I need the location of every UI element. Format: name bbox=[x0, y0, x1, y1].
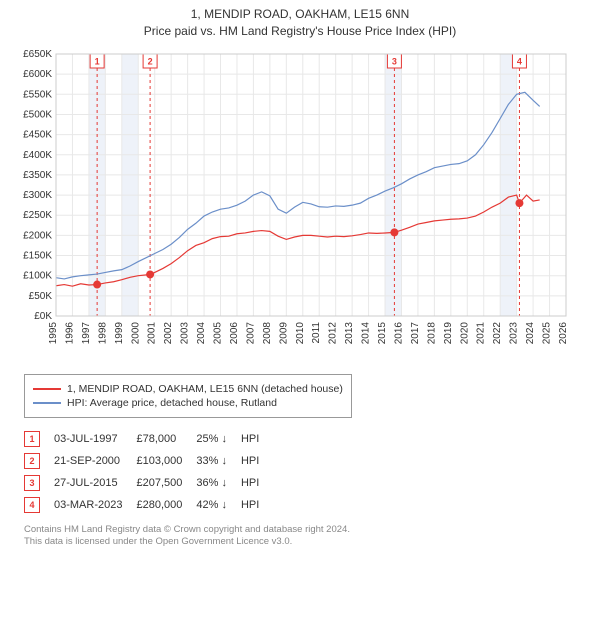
legend-item: HPI: Average price, detached house, Rutl… bbox=[33, 397, 343, 409]
txn-num-box: 2 bbox=[24, 453, 40, 469]
txn-date: 21-SEP-2000 bbox=[54, 450, 136, 472]
txn-vs: HPI bbox=[241, 450, 273, 472]
txn-price: £280,000 bbox=[136, 494, 196, 516]
svg-text:2001: 2001 bbox=[147, 321, 158, 344]
txn-price: £78,000 bbox=[136, 428, 196, 450]
svg-text:1999: 1999 bbox=[114, 321, 125, 344]
svg-text:£450K: £450K bbox=[23, 129, 52, 140]
svg-text:1995: 1995 bbox=[48, 321, 59, 344]
svg-text:1997: 1997 bbox=[81, 321, 92, 344]
svg-text:£600K: £600K bbox=[23, 69, 52, 80]
svg-text:2002: 2002 bbox=[163, 321, 174, 344]
svg-text:£400K: £400K bbox=[23, 149, 52, 160]
svg-text:1996: 1996 bbox=[64, 321, 75, 344]
svg-text:2012: 2012 bbox=[328, 321, 339, 344]
txn-price: £207,500 bbox=[136, 472, 196, 494]
txn-num-box: 1 bbox=[24, 431, 40, 447]
svg-text:1: 1 bbox=[95, 56, 100, 66]
txn-vs: HPI bbox=[241, 494, 273, 516]
svg-text:3: 3 bbox=[392, 56, 397, 66]
title-line1: 1, MENDIP ROAD, OAKHAM, LE15 6NN bbox=[10, 6, 590, 23]
table-row: 4 03-MAR-2023£280,00042% ↓HPI bbox=[24, 494, 273, 516]
txn-vs: HPI bbox=[241, 472, 273, 494]
svg-text:£500K: £500K bbox=[23, 109, 52, 120]
svg-text:2008: 2008 bbox=[262, 321, 273, 344]
svg-text:£300K: £300K bbox=[23, 190, 52, 201]
footer-line2: This data is licensed under the Open Gov… bbox=[24, 536, 590, 549]
table-row: 2 21-SEP-2000£103,00033% ↓HPI bbox=[24, 450, 273, 472]
svg-text:£100K: £100K bbox=[23, 270, 52, 281]
svg-text:2014: 2014 bbox=[361, 321, 372, 344]
svg-text:2009: 2009 bbox=[278, 321, 289, 344]
svg-text:4: 4 bbox=[517, 56, 522, 66]
txn-date: 03-MAR-2023 bbox=[54, 494, 136, 516]
svg-text:£250K: £250K bbox=[23, 210, 52, 221]
txn-pct: 25% ↓ bbox=[196, 428, 241, 450]
svg-text:2018: 2018 bbox=[426, 321, 437, 344]
svg-text:£150K: £150K bbox=[23, 250, 52, 261]
txn-date: 03-JUL-1997 bbox=[54, 428, 136, 450]
svg-text:2021: 2021 bbox=[476, 321, 487, 344]
legend-item: 1, MENDIP ROAD, OAKHAM, LE15 6NN (detach… bbox=[33, 383, 343, 395]
chart-titles: 1, MENDIP ROAD, OAKHAM, LE15 6NN Price p… bbox=[10, 6, 590, 40]
svg-text:2005: 2005 bbox=[213, 321, 224, 344]
svg-text:2010: 2010 bbox=[295, 321, 306, 344]
svg-text:2004: 2004 bbox=[196, 321, 207, 344]
svg-text:2013: 2013 bbox=[344, 321, 355, 344]
svg-text:2025: 2025 bbox=[542, 321, 553, 344]
svg-text:2003: 2003 bbox=[180, 321, 191, 344]
legend: 1, MENDIP ROAD, OAKHAM, LE15 6NN (detach… bbox=[24, 374, 352, 418]
svg-text:2019: 2019 bbox=[443, 321, 454, 344]
svg-text:2026: 2026 bbox=[558, 321, 569, 344]
svg-text:2016: 2016 bbox=[393, 321, 404, 344]
svg-text:£350K: £350K bbox=[23, 170, 52, 181]
svg-text:2022: 2022 bbox=[492, 321, 503, 344]
legend-swatch bbox=[33, 388, 61, 390]
txn-date: 27-JUL-2015 bbox=[54, 472, 136, 494]
legend-label: HPI: Average price, detached house, Rutl… bbox=[67, 397, 277, 409]
legend-swatch bbox=[33, 402, 61, 404]
table-row: 3 27-JUL-2015£207,50036% ↓HPI bbox=[24, 472, 273, 494]
transactions-table: 103-JUL-1997£78,00025% ↓HPI221-SEP-2000£… bbox=[24, 428, 273, 516]
legend-label: 1, MENDIP ROAD, OAKHAM, LE15 6NN (detach… bbox=[67, 383, 343, 395]
svg-text:£0K: £0K bbox=[34, 311, 52, 322]
svg-text:2000: 2000 bbox=[130, 321, 141, 344]
txn-price: £103,000 bbox=[136, 450, 196, 472]
table-row: 1 03-JUL-1997£78,00025% ↓HPI bbox=[24, 428, 273, 450]
txn-num-box: 4 bbox=[24, 497, 40, 513]
svg-text:£200K: £200K bbox=[23, 230, 52, 241]
txn-pct: 33% ↓ bbox=[196, 450, 241, 472]
svg-text:2007: 2007 bbox=[245, 321, 256, 344]
svg-text:1998: 1998 bbox=[97, 321, 108, 344]
txn-pct: 42% ↓ bbox=[196, 494, 241, 516]
txn-pct: 36% ↓ bbox=[196, 472, 241, 494]
svg-text:2024: 2024 bbox=[525, 321, 536, 344]
svg-text:2020: 2020 bbox=[459, 321, 470, 344]
svg-text:2023: 2023 bbox=[509, 321, 520, 344]
chart-svg: £0K £50K £100K £150K £200K £250K £300K £350K £40… bbox=[10, 46, 570, 366]
svg-text:£650K: £650K bbox=[23, 49, 52, 60]
txn-num-box: 3 bbox=[24, 475, 40, 491]
svg-text:2011: 2011 bbox=[311, 321, 322, 343]
svg-text:2015: 2015 bbox=[377, 321, 388, 344]
chart-plot: £0K £50K £100K £150K £200K £250K £300K £350K £40… bbox=[10, 46, 590, 366]
svg-text:2: 2 bbox=[148, 56, 153, 66]
svg-text:2006: 2006 bbox=[229, 321, 240, 344]
footer-line1: Contains HM Land Registry data © Crown c… bbox=[24, 524, 590, 537]
title-line2: Price paid vs. HM Land Registry's House … bbox=[10, 23, 590, 40]
svg-text:£550K: £550K bbox=[23, 89, 52, 100]
footer-attribution: Contains HM Land Registry data © Crown c… bbox=[24, 524, 590, 550]
txn-vs: HPI bbox=[241, 428, 273, 450]
svg-text:£50K: £50K bbox=[29, 290, 53, 301]
svg-text:2017: 2017 bbox=[410, 321, 421, 344]
